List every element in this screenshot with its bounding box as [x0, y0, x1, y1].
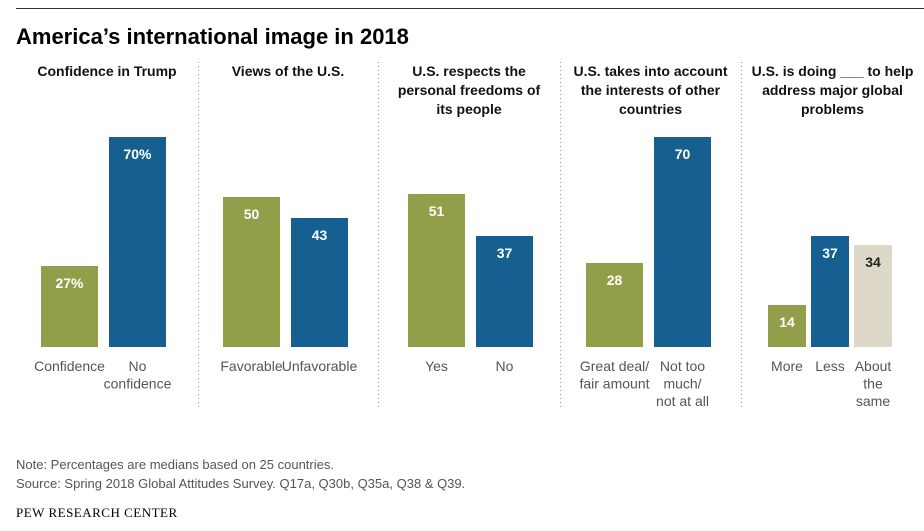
- pew-credit: PEW RESEARCH CENTER: [16, 505, 178, 520]
- panel-1-title-line: Confidence in Trump: [37, 63, 176, 79]
- panel-4-bar-1: [586, 263, 643, 347]
- panel-5-category-label-3: About: [855, 358, 892, 374]
- panel-1-value-label-1: 27%: [55, 275, 84, 291]
- panel-2-category-label-2: Unfavorable: [282, 358, 358, 374]
- panel-4-title-line: the interests of other: [581, 82, 721, 98]
- panel-1-bar-1: [41, 266, 98, 347]
- panel-4-category-label-1: fair amount: [579, 376, 649, 392]
- panel-3-category-label-1: Yes: [425, 358, 448, 374]
- panel-5-category-label-1: More: [771, 358, 803, 374]
- panel-2-value-label-2: 43: [312, 227, 328, 243]
- panel-4-category-label-2: Not too: [660, 358, 705, 374]
- top-rule: [16, 8, 924, 9]
- chart-note: Note: Percentages are medians based on 2…: [16, 457, 334, 472]
- panel-4-value-label-1: 28: [607, 272, 623, 288]
- chart-title: America’s international image in 2018: [16, 24, 409, 49]
- panel-3-title-line: U.S. respects the: [412, 63, 526, 79]
- panel-1-bar-2: [109, 137, 166, 347]
- panel-5-value-label-1: 14: [779, 314, 795, 330]
- panel-3-category-label-2: No: [496, 358, 514, 374]
- panel-2-bar-2: [291, 218, 348, 347]
- panel-5-category-label-3: the: [863, 376, 883, 392]
- panel-4-title-line: countries: [619, 101, 682, 117]
- panel-3-title-line: its people: [436, 101, 502, 117]
- panel-1-category-label-1: Confidence: [34, 358, 105, 374]
- panel-5-category-label-3: same: [856, 393, 890, 409]
- panel-4-category-label-2: much/: [663, 376, 701, 392]
- panel-2-title-line: Views of the U.S.: [232, 63, 345, 79]
- panel-2-bar-1: [223, 197, 280, 347]
- panel-2-value-label-1: 50: [244, 206, 260, 222]
- panel-3-value-label-1: 51: [429, 203, 445, 219]
- panel-4-bar-2: [654, 137, 711, 347]
- panel-5-category-label-2: Less: [815, 358, 845, 374]
- panel-4-value-label-2: 70: [675, 146, 691, 162]
- panel-5-bar-3: [854, 245, 892, 347]
- panel-4-category-label-2: not at all: [656, 393, 709, 409]
- panel-3-bar-2: [476, 236, 533, 347]
- panel-5-value-label-2: 37: [822, 245, 838, 261]
- panel-3-title-line: personal freedoms of: [398, 82, 541, 98]
- panel-2-category-label-1: Favorable: [220, 358, 282, 374]
- panel-4-category-label-1: Great deal/: [580, 358, 649, 374]
- panel-1-value-label-2: 70%: [123, 146, 152, 162]
- panel-3-bar-1: [408, 194, 465, 347]
- panel-5-title-line: problems: [801, 101, 864, 117]
- chart-source: Source: Spring 2018 Global Attitudes Sur…: [16, 476, 466, 491]
- panel-1-category-label-2: confidence: [104, 376, 172, 392]
- panel-5-title-line: address major global: [762, 82, 903, 98]
- panel-5-bar-1: [768, 305, 806, 347]
- panel-5-title-line: U.S. is doing ___ to help: [752, 63, 914, 79]
- panel-5-value-label-3: 34: [865, 254, 881, 270]
- panel-3-value-label-2: 37: [497, 245, 513, 261]
- panel-1-category-label-2: No: [129, 358, 147, 374]
- panel-4-title-line: U.S. takes into account: [573, 63, 727, 79]
- panel-5-bar-2: [811, 236, 849, 347]
